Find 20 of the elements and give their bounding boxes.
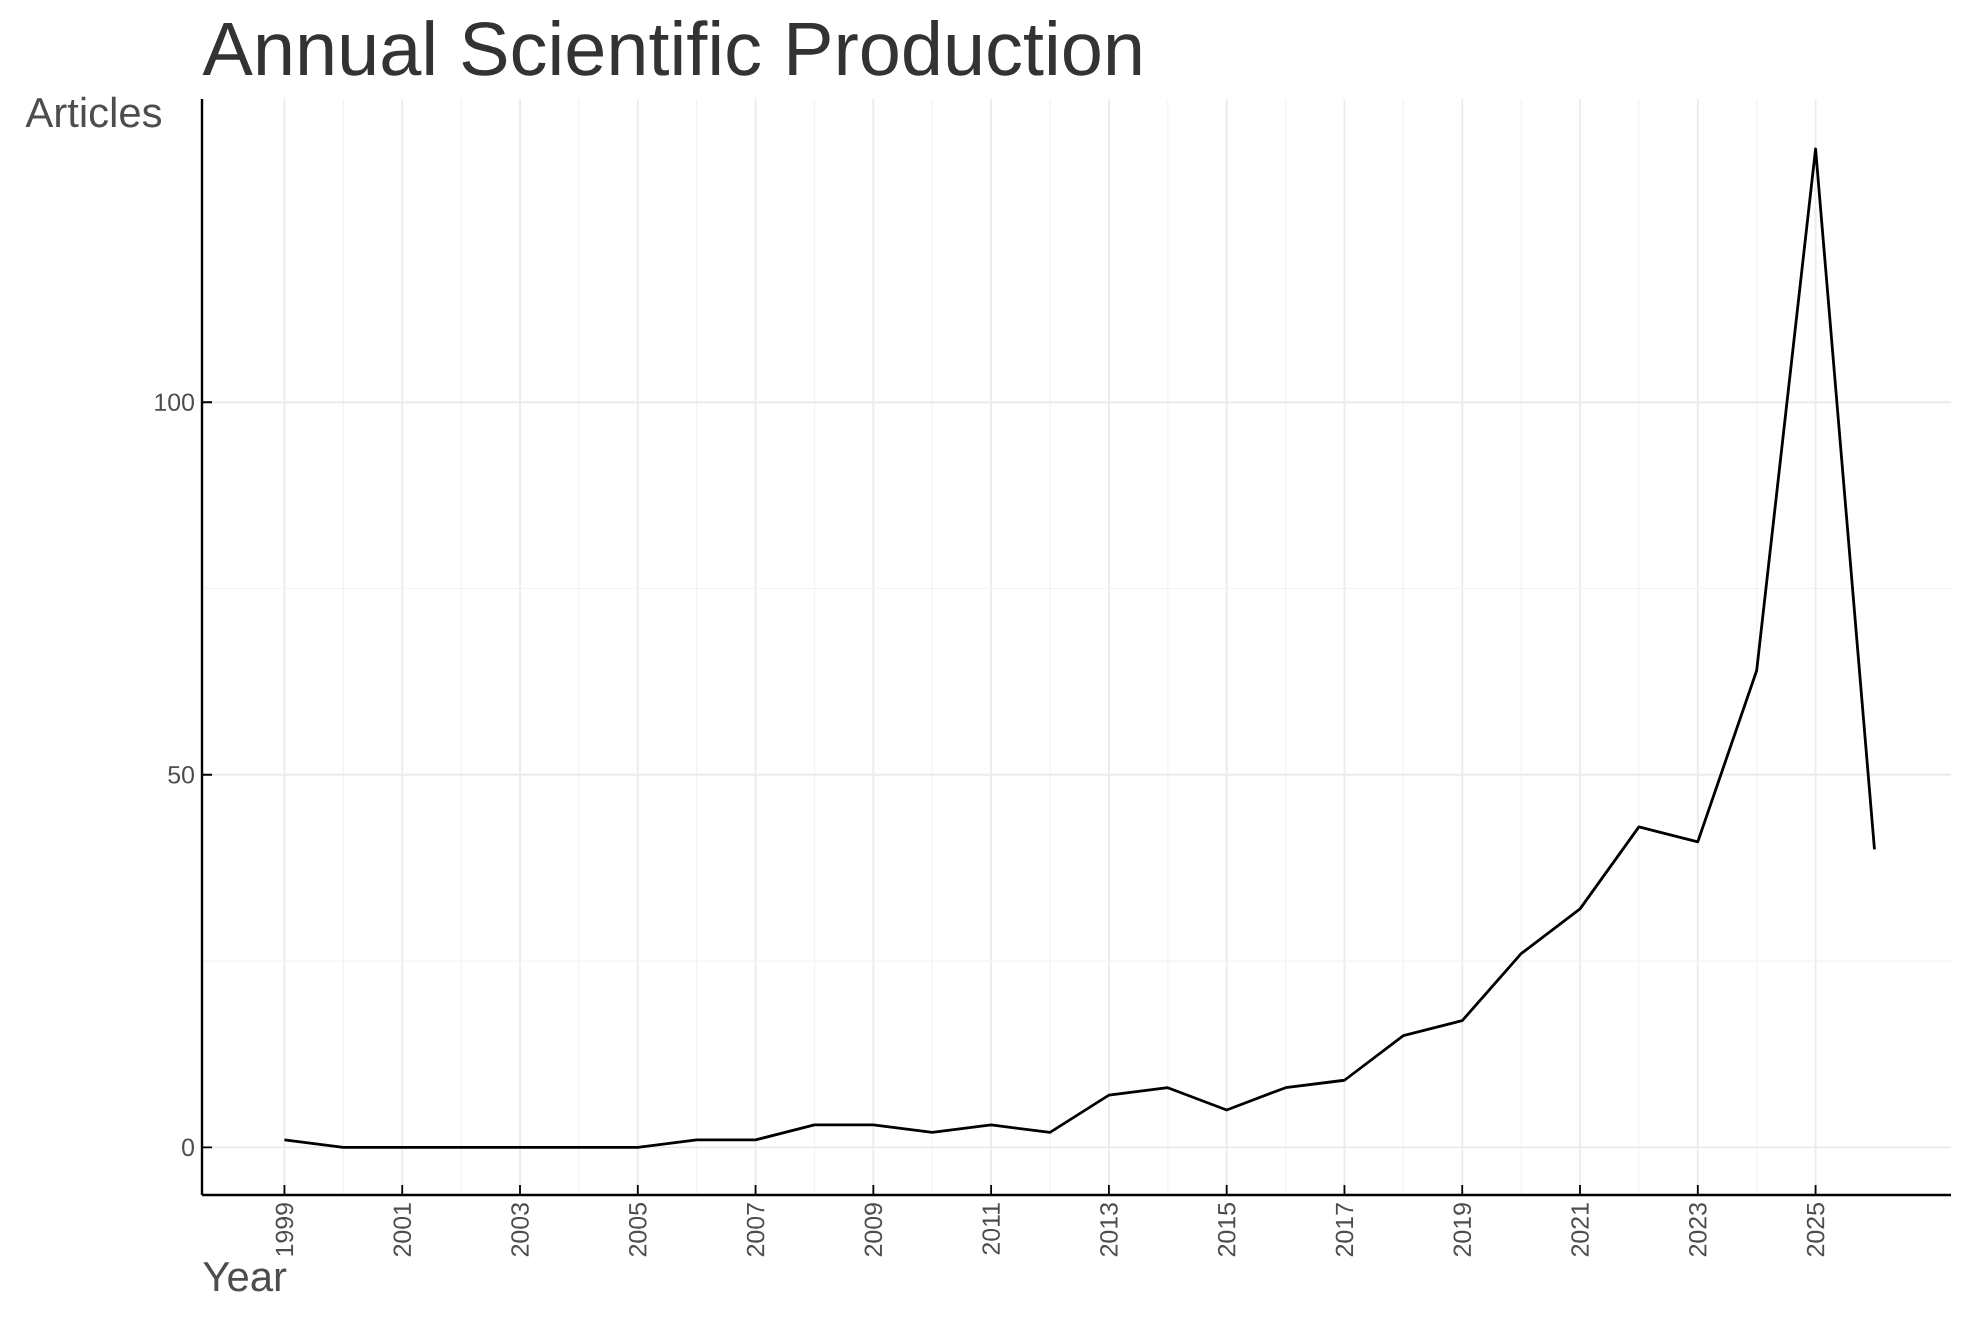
y-tick-label: 0 (182, 1138, 194, 1157)
x-tick-label: 1999 (275, 1203, 294, 1256)
x-tick-label: 2017 (1335, 1203, 1354, 1257)
x-tick-label: 2023 (1689, 1203, 1707, 1257)
x-tick-label: 2019 (1453, 1203, 1472, 1257)
x-tick-label: 2001 (393, 1203, 412, 1257)
x-tick-label: 2013 (1100, 1203, 1118, 1257)
y-tick-label: 100 (155, 393, 194, 412)
x-tick-label: 2009 (864, 1203, 883, 1257)
y-tick-label: 50 (168, 765, 194, 784)
x-tick-label: 2021 (1571, 1203, 1589, 1257)
x-tick-label: 2003 (511, 1203, 529, 1257)
x-tick-label: 2007 (746, 1203, 765, 1257)
x-axis-title: Year (203, 1262, 287, 1292)
y-axis-title: Articles (25, 96, 162, 128)
x-tick-label: 2025 (1806, 1203, 1825, 1257)
x-tick-label: 2015 (1217, 1203, 1236, 1257)
x-tick-label: 2005 (628, 1203, 647, 1257)
chart-title: Annual Scientific Production (202, 20, 1141, 76)
x-tick-label: 2011 (982, 1203, 1000, 1255)
